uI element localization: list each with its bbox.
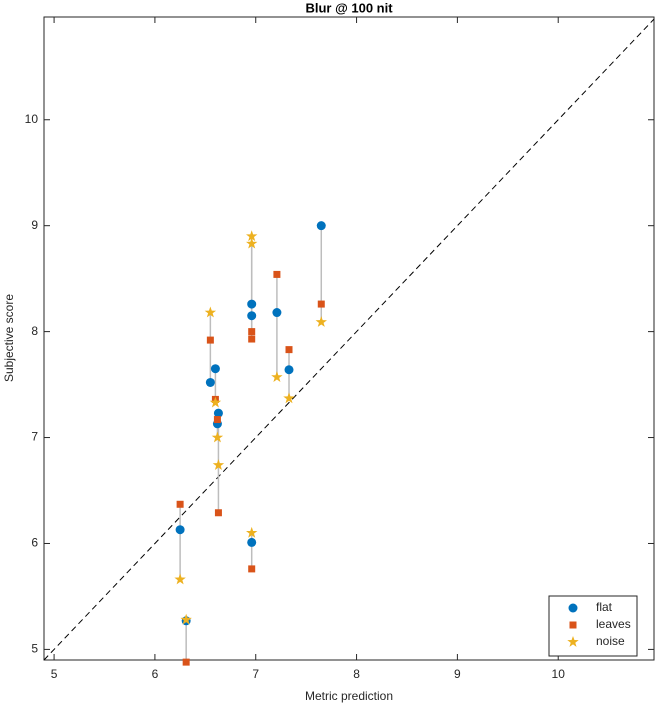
y-tick-label: 5 [31,642,38,656]
legend-label: leaves [596,617,631,631]
point [272,308,282,318]
point [174,573,186,585]
point [182,658,190,666]
point [285,346,293,354]
point [211,431,224,443]
point [206,336,214,344]
point [247,311,257,321]
point [246,237,258,249]
point [283,392,295,404]
y-tick-label: 10 [25,112,39,126]
point [247,299,257,309]
x-tick-label: 8 [353,667,360,681]
point [317,300,325,308]
point [247,537,257,547]
point [204,306,217,318]
point [205,377,215,387]
point [273,270,281,278]
x-tick-label: 7 [252,667,259,681]
x-tick-label: 10 [552,667,566,681]
point [271,371,283,383]
identity-line [43,18,655,661]
point [213,408,223,418]
point [175,525,185,535]
legend-box [548,595,638,657]
point [315,316,327,327]
legend-marker [569,621,577,629]
y-tick-label: 9 [31,218,38,232]
point [246,230,258,242]
y-tick-label: 8 [31,324,38,338]
x-axis-label: Metric prediction [305,689,393,703]
y-tick-label: 6 [31,536,38,550]
point [248,328,256,336]
legend-marker [567,636,579,647]
x-tick-label: 9 [454,667,461,681]
x-tick-label: 6 [152,667,159,681]
legend-label: noise [596,634,625,648]
point [210,364,220,374]
point [209,396,222,408]
y-tick-label: 7 [31,430,38,444]
legend-marker [568,603,578,613]
point [248,335,256,343]
y-axis-label: Subjective score [2,294,16,382]
point [176,500,184,508]
point [214,509,222,517]
chart-title: Blur @ 100 nit [305,0,393,15]
point [180,613,192,625]
plot-frame [43,16,655,661]
point [213,416,221,424]
x-tick-label: 5 [51,667,58,681]
point [316,221,326,231]
point [246,526,258,538]
legend-label: flat [596,600,613,614]
point [284,365,294,375]
point [248,565,256,573]
point [212,459,225,470]
